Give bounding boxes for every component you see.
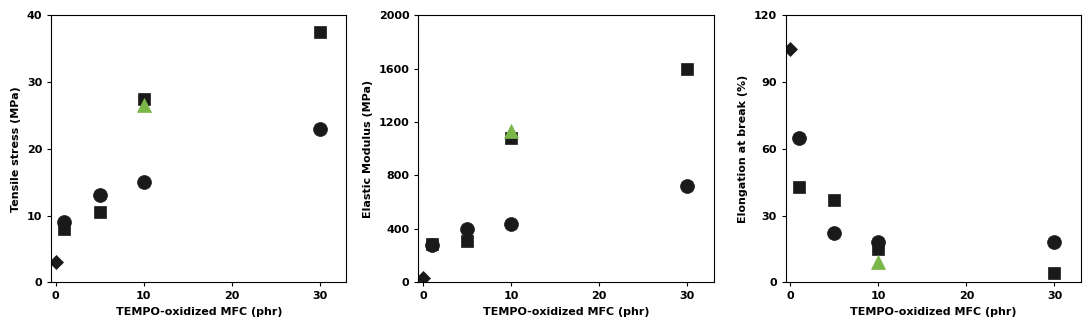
Y-axis label: Elongation at break (%): Elongation at break (%) (738, 74, 748, 223)
Y-axis label: Elastic Modulus (MPa): Elastic Modulus (MPa) (363, 80, 373, 218)
Y-axis label: Tensile stress (MPa): Tensile stress (MPa) (11, 86, 21, 212)
X-axis label: TEMPO-oxidized MFC (phr): TEMPO-oxidized MFC (phr) (850, 307, 1017, 317)
X-axis label: TEMPO-oxidized MFC (phr): TEMPO-oxidized MFC (phr) (483, 307, 650, 317)
X-axis label: TEMPO-oxidized MFC (phr): TEMPO-oxidized MFC (phr) (116, 307, 282, 317)
